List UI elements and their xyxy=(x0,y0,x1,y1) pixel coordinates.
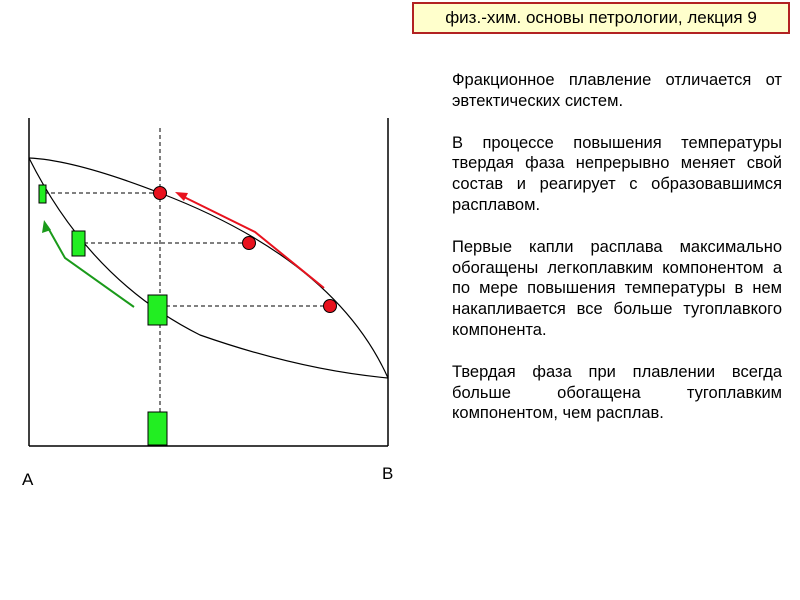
paragraph-1: Фракционное плавление отличается от эвте… xyxy=(452,71,782,110)
liquid-arrow-head xyxy=(175,192,188,201)
solid-bar-top xyxy=(38,184,47,204)
liquid-path-arrow xyxy=(181,195,325,289)
liquid-point-middle xyxy=(242,236,256,250)
component-b-label: B xyxy=(382,464,394,483)
liquidus-curve xyxy=(28,157,389,379)
paragraph-2: В процессе повышения температуры твердая… xyxy=(452,133,782,214)
solid-path-arrow xyxy=(46,225,135,308)
component-a-label: A xyxy=(22,470,34,489)
solidus-curve xyxy=(28,157,389,379)
paragraph-3: Первые капли расплава максимально обогащ… xyxy=(452,237,782,339)
lecture-title: физ.-хим. основы петрологии, лекция 9 xyxy=(445,8,757,27)
explanation-text: Фракционное плавление отличается от эвте… xyxy=(452,70,782,445)
paragraph-4: Твердая фаза при плавлении всегда больше… xyxy=(452,362,782,423)
liquid-point-top xyxy=(153,186,167,200)
lecture-title-box: физ.-хим. основы петрологии, лекция 9 xyxy=(412,2,790,34)
liquid-point-bottom xyxy=(323,299,337,313)
phase-diagram xyxy=(28,118,389,447)
solid-bar-initial xyxy=(147,411,168,446)
solid-bar-bottom xyxy=(147,294,168,326)
solid-arrow-head xyxy=(42,220,51,233)
solid-bar-middle xyxy=(71,230,86,257)
